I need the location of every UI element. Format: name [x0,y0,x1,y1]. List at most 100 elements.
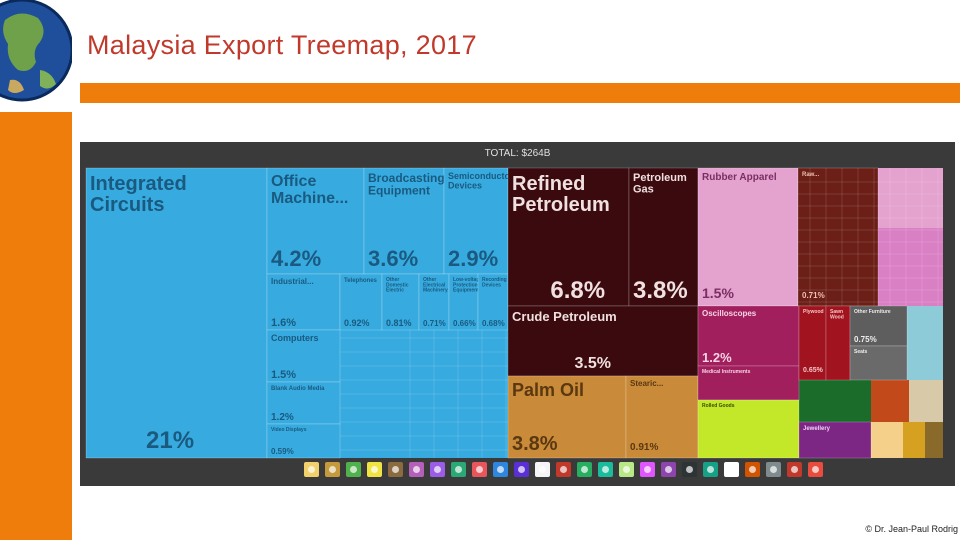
category-legend-glyph [434,466,441,473]
treemap-tile-broadcasting-equipment: Broadcasting Equipment 3.6% [363,167,445,275]
treemap-tile-value: 0.65% [803,367,824,374]
treemap-tile-label: Industrial... [271,277,314,286]
category-legend-glyph [770,466,777,473]
category-legend-glyph [623,466,630,473]
treemap-tile-jewellery: Jewellery [798,421,872,459]
treemap-tile-plywood: Plywood 0.65% [798,305,827,381]
treemap-tile-label: Rubber Apparel [702,172,777,183]
treemap-tile-label: Broadcasting Equipment [368,171,445,198]
treemap-tile-value: 4.2% [271,246,321,271]
treemap-tile-label: Petroleum Gas [633,172,687,196]
treemap-tile-label: Oscilloscopes [702,309,757,318]
treemap-tile-rect [266,329,341,383]
treemap-tile-office-machine: Office Machine... 4.2% [266,167,365,275]
treemap-tile-value: 1.5% [702,285,734,301]
treemap-tile-label: Office Machine... [271,173,348,207]
category-legend-glyph [539,466,546,473]
category-legend-glyph [791,466,798,473]
treemap-tile-rect [798,421,872,459]
treemap-fill-region [907,306,943,380]
treemap-tile-industrial: Industrial... 1.6% [266,273,341,331]
treemap-tile-value: 0.68% [482,319,505,328]
treemap-tile-value: 1.5% [271,369,296,381]
treemap-tile-low-voltage-protection-equipment: Low-voltage Protection Equipment 0.66% [448,273,482,331]
treemap-tile-label: Computers [271,333,319,343]
treemap-tile-value: 3.5% [575,355,611,372]
treemap-tile-label: Recording Devices [482,277,507,288]
treemap-tile-label: Plywood [803,309,824,315]
category-legend-glyph [644,466,651,473]
treemap-tile-rect [697,365,800,401]
globe-icon [0,0,72,102]
category-legend-glyph [476,466,483,473]
treemap-tile-label: Jewellery [803,426,831,432]
treemap-tile-rect [507,167,630,307]
treemap-tile-rect [507,305,699,377]
category-legend-glyph [812,466,819,473]
treemap-tile-value: 1.2% [702,350,732,365]
treemap-tile-integrated-circuits: Integrated Circuits 21% [85,167,268,459]
treemap-tile-rect [697,167,799,307]
treemap-tile-rect [697,399,800,459]
treemap-tile-label: Telephones [344,278,378,284]
treemap-tile-value: 21% [146,427,194,454]
treemap-tile-sawn-wood: Sawn Wood [825,305,851,381]
category-legend-glyph [749,466,756,473]
treemap-tile-palm-oil: Palm Oil 3.8% [507,375,627,459]
treemap-tile-label: Stearic... [630,379,663,388]
treemap-tile-value: 1.6% [271,317,296,329]
category-legend-glyph [329,466,336,473]
treemap-fill-region [878,168,943,228]
treemap-tile-rect [266,423,341,459]
treemap-tile-value: 0.81% [386,318,412,328]
category-legend-glyph [392,466,399,473]
treemap-tile-rect [381,273,420,331]
treemap-tile-oscilloscopes: Oscilloscopes 1.2% [697,305,800,367]
treemap-tile-rect [628,167,699,307]
treemap-tile-label: Video Displays [271,427,307,433]
treemap-tile-value: 0.92% [344,318,370,328]
treemap-tile-label: Medical Instruments [702,369,751,375]
treemap-tile-rect [625,375,699,459]
treemap-tile-medical-instruments: Medical Instruments [697,365,800,401]
treemap-tile-rect [507,375,627,459]
category-legend-glyph [518,466,525,473]
treemap-tile-rect [477,273,509,331]
treemap-tile-value: 3.8% [633,277,688,304]
treemap-tile-rect [697,305,800,367]
treemap-tile-label: Other Electrical Machinery [423,277,448,294]
treemap-tile-rect [363,167,445,275]
treemap-tile-semiconductor-devices: Semiconductor Devices 2.9% [443,167,514,275]
category-legend-glyph [350,466,357,473]
treemap-tile-value: 0.59% [271,447,294,456]
treemap-tile-telephones: Telephones 0.92% [339,273,383,331]
treemap-tile-other-electrical-machinery: Other Electrical Machinery 0.71% [418,273,450,331]
treemap-tile-rolled-goods: Rolled Goods [697,399,800,459]
treemap-tile-value: 2.9% [448,246,498,271]
treemap-subgrid [340,168,943,458]
treemap-tile-label: Refined Petroleum [512,173,610,216]
globe-logo [0,0,72,112]
treemap-tile-rubber-apparel: Rubber Apparel 1.5% [697,167,799,307]
treemap-tile-rect [266,273,341,331]
treemap-tile-stearic: Stearic... 0.91% [625,375,699,459]
treemap-tile-label: Palm Oil [512,380,584,400]
treemap-tile-rect [339,273,383,331]
treemap-tile-refined-petroleum: Refined Petroleum 6.8% [507,167,630,307]
title-rule [80,83,960,103]
treemap-tile-crude-petroleum: Crude Petroleum 3.5% [507,305,699,377]
treemap-tile-value: 0.71% [423,319,446,328]
treemap-tile-raw: Raw... 0.71% [797,167,879,307]
treemap-tile-rect [849,305,908,347]
treemap-tile-rect [418,273,450,331]
treemap-tile-label: Semiconductor Devices [448,171,514,190]
treemap-fill-region [871,422,903,458]
treemap-tile-value: 0.71% [802,291,825,300]
treemap-tile-rect [266,167,365,275]
treemap-tile-label: Integrated Circuits [90,173,187,216]
treemap-fill-region [909,380,943,422]
treemap-tile-label: Crude Petroleum [512,309,617,324]
treemap-tile-rect [797,167,879,307]
category-legend-glyph [371,466,378,473]
category-legend-glyph [560,466,567,473]
